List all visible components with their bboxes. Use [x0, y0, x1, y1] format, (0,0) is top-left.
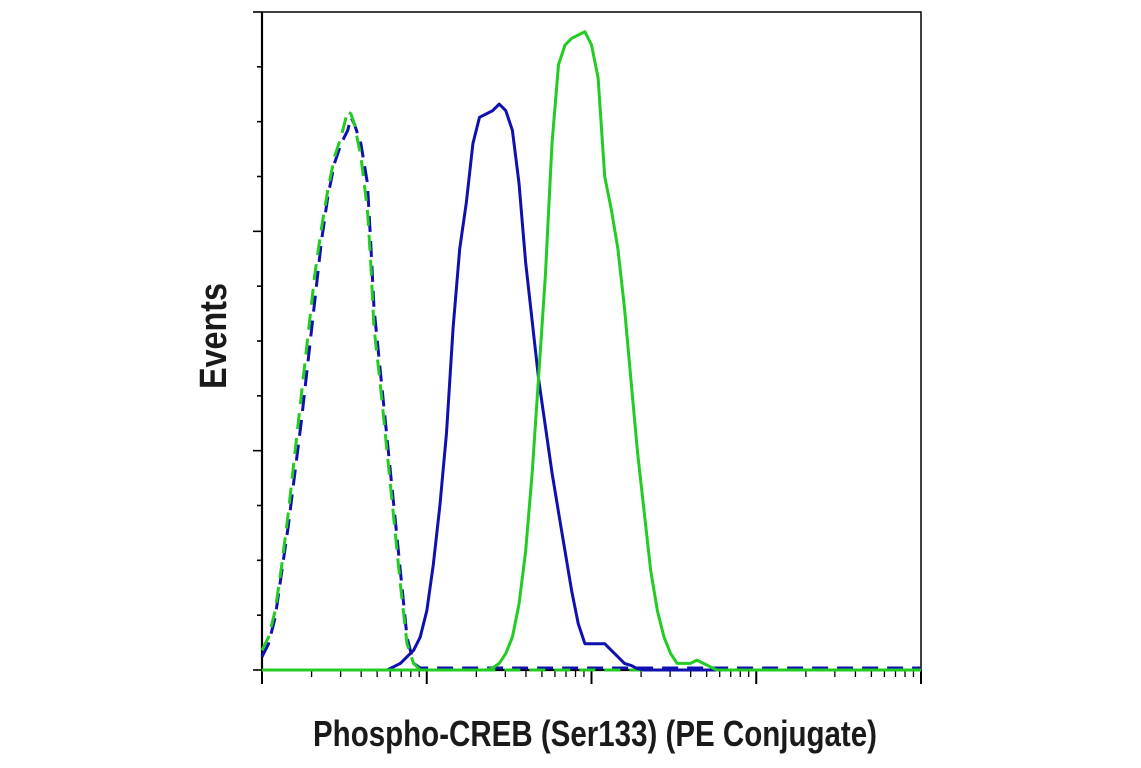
plot-border: [261, 11, 922, 671]
x-axis-label: Phospho-CREB (Ser133) (PE Conjugate): [313, 713, 877, 753]
y-axis-ticks: [253, 11, 262, 671]
series-layer: [260, 30, 921, 672]
y-axis-label: Events: [193, 283, 235, 389]
series-line-green-isotype-dashed: [260, 109, 921, 672]
x-axis-ticks: [261, 670, 922, 684]
series-line-blue-phospho: [262, 102, 921, 672]
plot-frame: [260, 11, 922, 672]
series-line-green-phospho: [262, 30, 921, 672]
series-line-blue-isotype-dashed: [260, 115, 921, 670]
